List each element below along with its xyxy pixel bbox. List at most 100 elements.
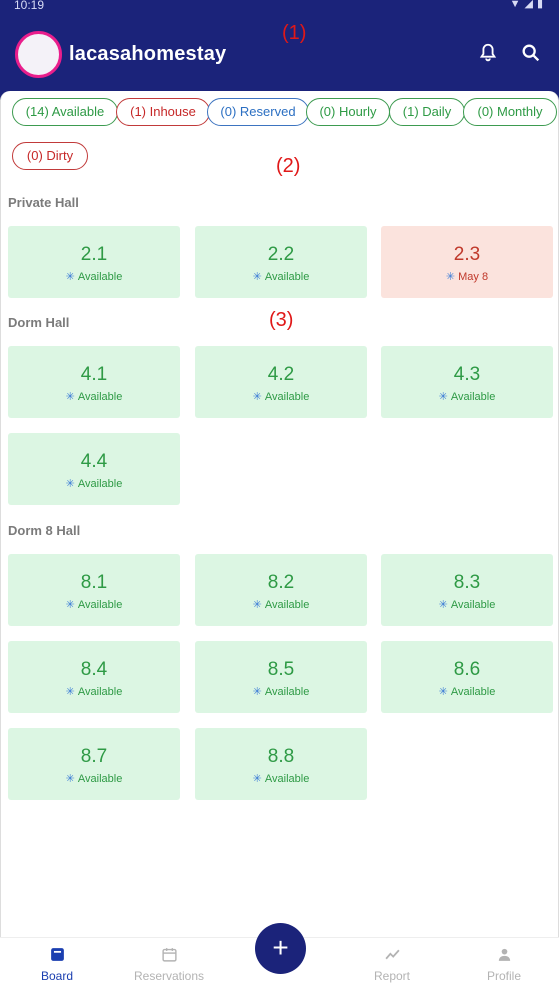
nav-label: Reservations bbox=[133, 969, 205, 983]
calendar-icon bbox=[162, 948, 177, 962]
room-tile[interactable]: 2.1 ✳ Available bbox=[8, 226, 180, 298]
sparkle-icon: ✳ bbox=[438, 391, 448, 403]
status-bar: 10:19 ▼◢▮ bbox=[0, 0, 559, 12]
sparkle-icon: ✳ bbox=[65, 391, 75, 403]
room-tile[interactable]: 4.3 ✳ Available bbox=[381, 346, 553, 418]
room-status: ✳ Available bbox=[195, 270, 367, 283]
search-icon[interactable] bbox=[520, 42, 542, 64]
sparkle-icon: ✳ bbox=[445, 271, 456, 283]
room-number: 8.6 bbox=[453, 659, 481, 680]
sparkle-icon: ✳ bbox=[65, 599, 75, 611]
room-number: 8.3 bbox=[453, 572, 481, 593]
room-number: 2.1 bbox=[80, 244, 108, 265]
room-tile[interactable]: 2.2 ✳ Available bbox=[195, 226, 367, 298]
room-tile[interactable]: 8.4 ✳ Available bbox=[8, 641, 180, 713]
room-status: ✳ Available bbox=[195, 772, 367, 785]
room-status-label: Available bbox=[77, 773, 123, 785]
room-tile[interactable]: 8.1 ✳ Available bbox=[8, 554, 180, 626]
room-status-label: Available bbox=[77, 599, 123, 611]
filter-chip[interactable]: (0) Monthly bbox=[463, 98, 557, 126]
room-number: 4.3 bbox=[453, 364, 481, 385]
section-title: Private Hall bbox=[8, 195, 79, 210]
room-status-label: Available bbox=[264, 271, 310, 283]
sparkle-icon: ✳ bbox=[65, 271, 75, 283]
annotation-3: (3) bbox=[269, 309, 294, 331]
filter-chip[interactable]: (0) Hourly bbox=[306, 98, 390, 126]
room-number: 8.1 bbox=[80, 572, 108, 593]
room-number: 4.2 bbox=[267, 364, 295, 385]
app-header: 10:19 ▼◢▮ lacasahomestay bbox=[0, 0, 559, 100]
room-tile[interactable]: 8.3 ✳ Available bbox=[381, 554, 553, 626]
board-icon bbox=[51, 948, 64, 961]
room-status: ✳ Available bbox=[381, 390, 553, 403]
room-number: 4.1 bbox=[80, 364, 108, 385]
room-status: ✳ Available bbox=[381, 598, 553, 611]
room-tile[interactable]: 4.2 ✳ Available bbox=[195, 346, 367, 418]
filter-chip[interactable]: (0) Reserved bbox=[207, 98, 309, 126]
room-number: 8.7 bbox=[80, 746, 108, 767]
sparkle-icon: ✳ bbox=[252, 271, 262, 283]
room-tile[interactable]: 4.4 ✳ Available bbox=[8, 433, 180, 505]
room-status: ✳ Available bbox=[8, 390, 180, 403]
avatar[interactable] bbox=[15, 31, 62, 78]
room-status: ✳ Available bbox=[8, 598, 180, 611]
room-tile[interactable]: 4.1 ✳ Available bbox=[8, 346, 180, 418]
room-status-label: Available bbox=[264, 599, 310, 611]
filter-chip[interactable]: (1) Daily bbox=[389, 98, 465, 126]
room-status: ✳ Available bbox=[8, 270, 180, 283]
room-number: 8.4 bbox=[80, 659, 108, 680]
room-status-label: Available bbox=[77, 271, 123, 283]
room-tile[interactable]: 8.7 ✳ Available bbox=[8, 728, 180, 800]
room-number: 2.3 bbox=[453, 244, 481, 265]
nav-label: Board bbox=[40, 969, 74, 983]
sparkle-icon: ✳ bbox=[438, 686, 448, 698]
nav-label: Profile bbox=[486, 969, 521, 983]
sparkle-icon: ✳ bbox=[252, 686, 262, 698]
nav-reservations[interactable]: Reservations bbox=[113, 938, 225, 985]
room-status-label: May 8 bbox=[458, 271, 489, 283]
filter-chip[interactable]: (0) Dirty bbox=[12, 142, 88, 170]
room-status-label: Available bbox=[264, 773, 310, 785]
bell-icon[interactable] bbox=[477, 42, 499, 64]
add-button[interactable]: + bbox=[255, 923, 306, 974]
room-status-label: Available bbox=[450, 391, 496, 403]
room-status-label: Available bbox=[77, 478, 123, 490]
room-status-label: Available bbox=[77, 391, 123, 403]
room-status: ✳ Available bbox=[195, 390, 367, 403]
chart-icon bbox=[385, 949, 400, 960]
room-status-label: Available bbox=[450, 686, 496, 698]
room-tile[interactable]: 8.5 ✳ Available bbox=[195, 641, 367, 713]
person-icon bbox=[498, 948, 511, 961]
room-number: 8.8 bbox=[267, 746, 295, 767]
nav-board[interactable]: Board bbox=[1, 938, 113, 985]
section-title: Dorm 8 Hall bbox=[8, 523, 81, 538]
nav-label: Report bbox=[373, 969, 411, 983]
room-number: 8.2 bbox=[267, 572, 295, 593]
filter-chip[interactable]: (14) Available bbox=[12, 98, 118, 126]
room-board bbox=[0, 91, 559, 937]
sparkle-icon: ✳ bbox=[65, 686, 75, 698]
sparkle-icon: ✳ bbox=[252, 773, 262, 785]
room-status: ✳ Available bbox=[195, 598, 367, 611]
nav-profile[interactable]: Profile bbox=[448, 938, 559, 985]
room-status: ✳ Available bbox=[8, 772, 180, 785]
room-status-label: Available bbox=[264, 686, 310, 698]
room-number: 2.2 bbox=[267, 244, 295, 265]
room-tile[interactable]: 8.6 ✳ Available bbox=[381, 641, 553, 713]
room-tile[interactable]: 8.8 ✳ Available bbox=[195, 728, 367, 800]
room-number: 8.5 bbox=[267, 659, 295, 680]
room-status: ✳ Available bbox=[8, 685, 180, 698]
room-tile[interactable]: 2.3 ✳ May 8 bbox=[381, 226, 553, 298]
room-status-label: Available bbox=[77, 686, 123, 698]
app-title: lacasahomestay bbox=[69, 43, 227, 65]
room-tile[interactable]: 8.2 ✳ Available bbox=[195, 554, 367, 626]
room-status: ✳ May 8 bbox=[381, 270, 553, 283]
sparkle-icon: ✳ bbox=[65, 773, 75, 785]
room-number: 4.4 bbox=[80, 451, 108, 472]
sparkle-icon: ✳ bbox=[438, 599, 448, 611]
filter-chip[interactable]: (1) Inhouse bbox=[116, 98, 210, 126]
room-status: ✳ Available bbox=[195, 685, 367, 698]
nav-report[interactable]: Report bbox=[336, 938, 448, 985]
room-status: ✳ Available bbox=[8, 477, 180, 490]
annotation-1: (1) bbox=[282, 22, 307, 44]
